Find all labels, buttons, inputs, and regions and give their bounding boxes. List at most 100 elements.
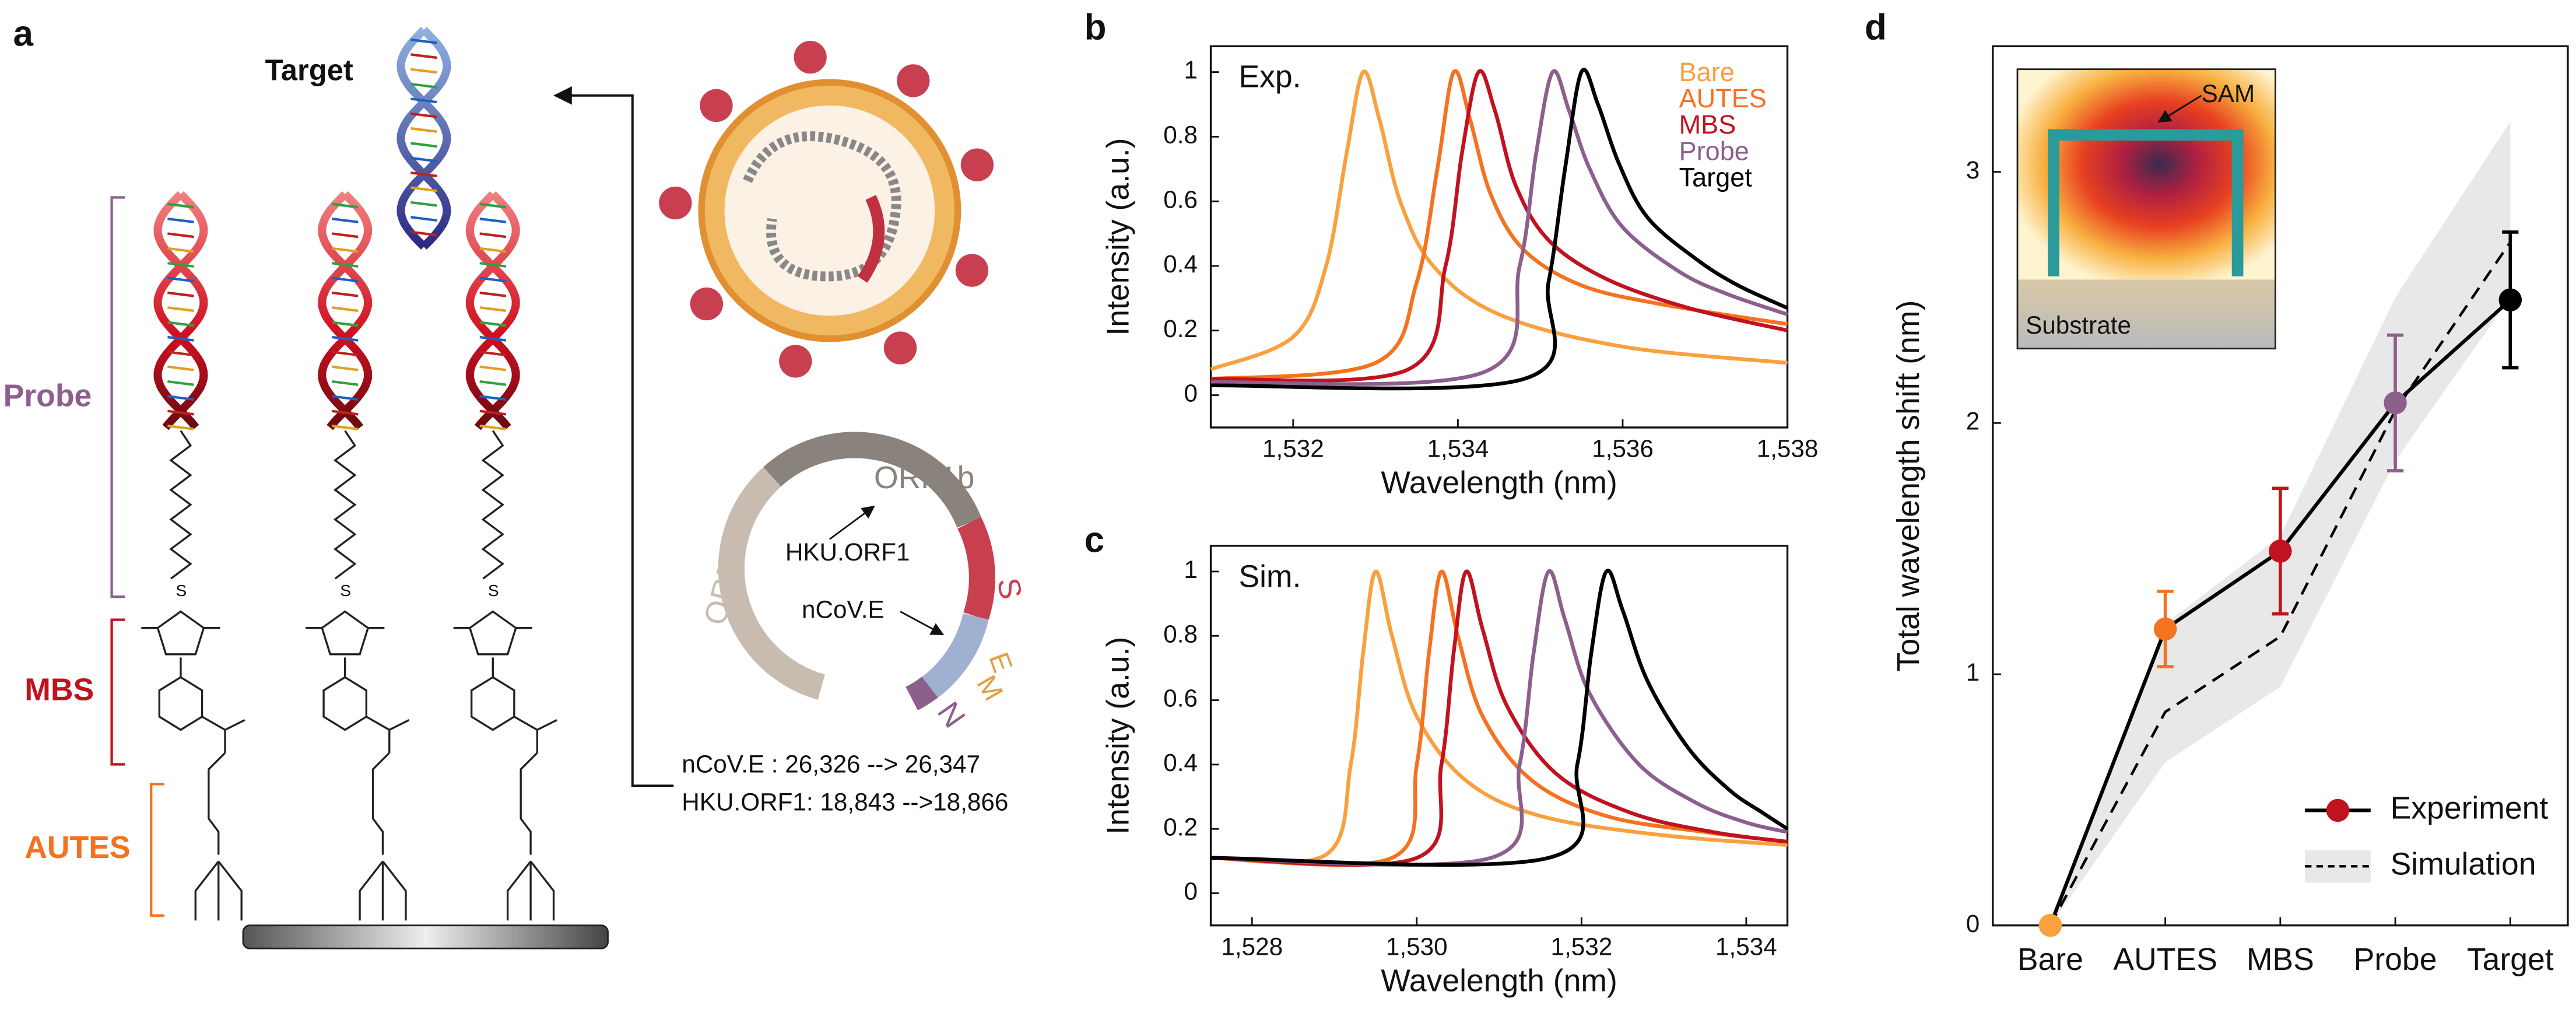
helix xyxy=(153,191,208,430)
base-pair xyxy=(479,409,507,416)
silane xyxy=(194,860,243,921)
hku: HKU.ORF1 xyxy=(785,538,910,566)
target-label: Target xyxy=(265,54,353,87)
spectrum-line xyxy=(1210,69,1788,386)
legend-entry: Bare xyxy=(1679,57,1735,87)
gene-s: S xyxy=(991,575,1028,601)
base-pair xyxy=(331,247,359,253)
x-tick-label: 1,530 xyxy=(1386,933,1448,960)
y-tick-label: 3 xyxy=(1966,156,1980,184)
x-axis-label: Wavelength (nm) xyxy=(1381,466,1617,500)
spectrum-line xyxy=(1210,569,1788,867)
inset-label: SAM xyxy=(2202,80,2255,107)
base-pair xyxy=(331,321,359,327)
y-tick-label: 0.2 xyxy=(1163,315,1198,342)
linker xyxy=(333,430,357,580)
coordinate: HKU.ORF1: 18,843 -->18,866 xyxy=(682,788,1008,815)
y-tick-label: 0.4 xyxy=(1163,250,1198,278)
linker xyxy=(169,430,192,580)
base-pair xyxy=(479,395,507,401)
base-pair xyxy=(331,365,359,372)
base-pair xyxy=(479,218,507,223)
atom: S xyxy=(176,581,187,600)
base-pair xyxy=(167,335,194,342)
base-pair xyxy=(410,201,437,207)
panel-letter: a xyxy=(13,14,34,54)
amide xyxy=(366,716,410,855)
shape xyxy=(829,505,875,540)
spike xyxy=(700,89,733,122)
x-tick-label: 1,538 xyxy=(1757,435,1819,463)
y-tick-label: 1 xyxy=(1966,658,1980,686)
base-pair xyxy=(410,186,437,192)
base-pair xyxy=(479,232,507,239)
simulation-band xyxy=(2050,121,2511,926)
amide xyxy=(201,716,245,855)
bracket xyxy=(110,196,125,598)
y-tick-label: 0 xyxy=(1966,910,1980,937)
benzene xyxy=(322,657,368,731)
shape xyxy=(763,432,982,528)
x-tick-label: 1,534 xyxy=(1715,933,1777,960)
base-pair xyxy=(479,425,507,430)
bracket xyxy=(110,618,125,766)
spectrum-line xyxy=(1210,69,1788,372)
base-pair xyxy=(331,262,359,268)
base-pair xyxy=(331,306,359,312)
shape xyxy=(718,467,826,700)
virus xyxy=(659,40,994,378)
spectrum-line xyxy=(1210,568,1789,867)
y-axis-label: Total wavelength shift (nm) xyxy=(1891,300,1926,672)
coordinate: nCoV.E : 26,326 --> 26,347 xyxy=(682,751,980,778)
shape xyxy=(743,131,901,282)
probe-label: Probe xyxy=(3,379,92,413)
spike xyxy=(690,287,724,321)
base-pair xyxy=(479,247,507,253)
base-pair xyxy=(410,112,437,118)
legend-entry: Experiment xyxy=(2391,791,2549,826)
shape xyxy=(2017,279,2276,349)
annotation: Exp. xyxy=(1238,60,1301,94)
maleimide xyxy=(306,610,385,656)
base-pair xyxy=(479,262,507,268)
substrate xyxy=(242,924,609,950)
legend-entry: Probe xyxy=(1679,136,1749,166)
base-pair xyxy=(331,276,359,283)
maleimide xyxy=(453,610,532,656)
base-pair xyxy=(167,218,194,223)
base-pair xyxy=(479,202,507,209)
base-pair xyxy=(167,202,194,209)
spectrum-line xyxy=(1210,68,1788,391)
y-axis-label: Intensity (a.u.) xyxy=(1101,637,1136,835)
base-pair xyxy=(479,276,507,283)
gene-e: E xyxy=(982,649,1018,677)
helix xyxy=(396,27,451,250)
x-axis-label: Wavelength (nm) xyxy=(1381,964,1617,998)
panel-letter: b xyxy=(1085,7,1107,47)
benzene xyxy=(470,657,515,731)
base-pair xyxy=(331,409,359,416)
base-pair xyxy=(410,82,437,89)
y-tick-label: 0 xyxy=(1184,380,1198,407)
bracket xyxy=(150,783,164,917)
atom: S xyxy=(340,581,351,600)
base-pair xyxy=(331,291,359,297)
y-tick-label: 0.4 xyxy=(1163,749,1198,776)
helix xyxy=(318,191,373,430)
legend-entry: AUTES xyxy=(1679,83,1767,113)
base-pair xyxy=(410,127,437,133)
spike xyxy=(883,331,917,365)
mbs-label: MBS xyxy=(24,673,94,707)
base-pair xyxy=(410,156,437,163)
silane xyxy=(359,860,407,921)
arrow xyxy=(553,86,674,787)
experiment-point xyxy=(2384,391,2407,415)
y-tick-label: 0.8 xyxy=(1163,121,1198,149)
base-pair xyxy=(410,142,437,148)
shape xyxy=(659,40,994,378)
legend-entry: MBS xyxy=(1679,110,1736,139)
genome-ring xyxy=(718,432,995,710)
spike xyxy=(955,254,989,287)
